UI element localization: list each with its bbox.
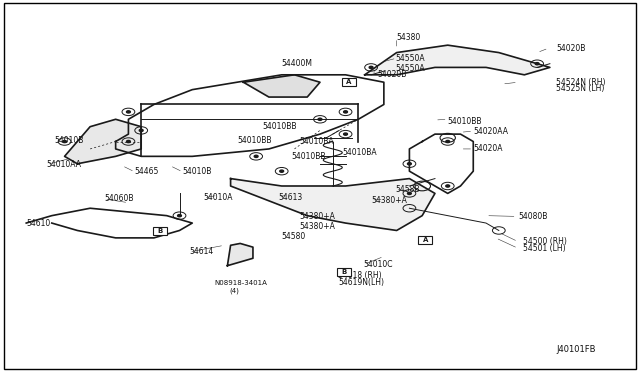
Text: 54080B: 54080B (518, 212, 547, 221)
FancyBboxPatch shape (154, 227, 168, 235)
Text: 54020A: 54020A (473, 144, 503, 153)
Text: 54610: 54610 (26, 219, 51, 228)
Circle shape (369, 66, 373, 68)
Circle shape (127, 140, 131, 142)
Text: 54525N (LH): 54525N (LH) (556, 84, 605, 93)
Circle shape (344, 133, 348, 135)
Polygon shape (65, 119, 141, 164)
Text: 54618 (RH): 54618 (RH) (338, 271, 381, 280)
Polygon shape (365, 45, 550, 75)
FancyBboxPatch shape (342, 78, 356, 86)
FancyBboxPatch shape (419, 235, 433, 244)
Text: 54500 (RH): 54500 (RH) (523, 237, 567, 246)
Circle shape (446, 185, 450, 187)
Text: 54010B: 54010B (182, 167, 212, 176)
Text: 54380: 54380 (397, 33, 421, 42)
Text: 54380+A: 54380+A (300, 212, 335, 221)
Text: 54524N (RH): 54524N (RH) (556, 78, 606, 87)
Circle shape (63, 140, 67, 142)
Text: 54010C: 54010C (364, 260, 393, 269)
Text: 54010BB: 54010BB (291, 152, 326, 161)
Text: 54010A: 54010A (204, 193, 233, 202)
Circle shape (140, 129, 143, 132)
Text: 54614: 54614 (189, 247, 213, 256)
Circle shape (127, 111, 131, 113)
Text: 54465: 54465 (135, 167, 159, 176)
Text: 54010BA: 54010BA (342, 148, 377, 157)
Text: 54010B: 54010B (54, 136, 84, 145)
Text: B: B (157, 228, 163, 234)
Text: 54020AA: 54020AA (473, 126, 508, 136)
Circle shape (280, 170, 284, 172)
Circle shape (318, 118, 322, 121)
Text: 54010BB: 54010BB (237, 136, 271, 145)
Text: N08918-3401A: N08918-3401A (214, 280, 268, 286)
Text: J40101FB: J40101FB (556, 344, 596, 353)
Circle shape (177, 215, 181, 217)
Text: 54380+A: 54380+A (371, 196, 407, 205)
Polygon shape (230, 179, 435, 231)
Text: 54020B: 54020B (556, 44, 586, 52)
Text: 54380+A: 54380+A (300, 222, 335, 231)
Text: 54613: 54613 (278, 193, 303, 202)
Text: A: A (346, 79, 351, 85)
Circle shape (344, 111, 348, 113)
Polygon shape (243, 75, 320, 97)
Text: 54619N(LH): 54619N(LH) (338, 278, 384, 287)
Text: (4): (4) (229, 287, 239, 294)
Circle shape (535, 62, 539, 65)
Circle shape (254, 155, 258, 157)
Text: 54580: 54580 (282, 231, 306, 241)
Polygon shape (227, 243, 253, 266)
Circle shape (446, 140, 450, 142)
Text: 54010BB: 54010BB (262, 122, 297, 131)
Text: 54020B: 54020B (378, 70, 407, 79)
Text: 54010AA: 54010AA (47, 160, 82, 169)
Text: 5458B: 5458B (396, 185, 420, 194)
Circle shape (408, 163, 412, 165)
Text: 54060B: 54060B (104, 195, 134, 203)
Text: 54010BB: 54010BB (448, 117, 482, 126)
Text: 54550A: 54550A (396, 54, 425, 62)
Circle shape (408, 192, 412, 195)
Text: 54400M: 54400M (282, 59, 313, 68)
Text: B: B (342, 269, 347, 275)
FancyBboxPatch shape (337, 268, 351, 276)
Text: 54550A: 54550A (396, 64, 425, 73)
Text: 54010BA: 54010BA (300, 137, 334, 146)
Text: A: A (422, 237, 428, 243)
Text: 54501 (LH): 54501 (LH) (523, 244, 566, 253)
